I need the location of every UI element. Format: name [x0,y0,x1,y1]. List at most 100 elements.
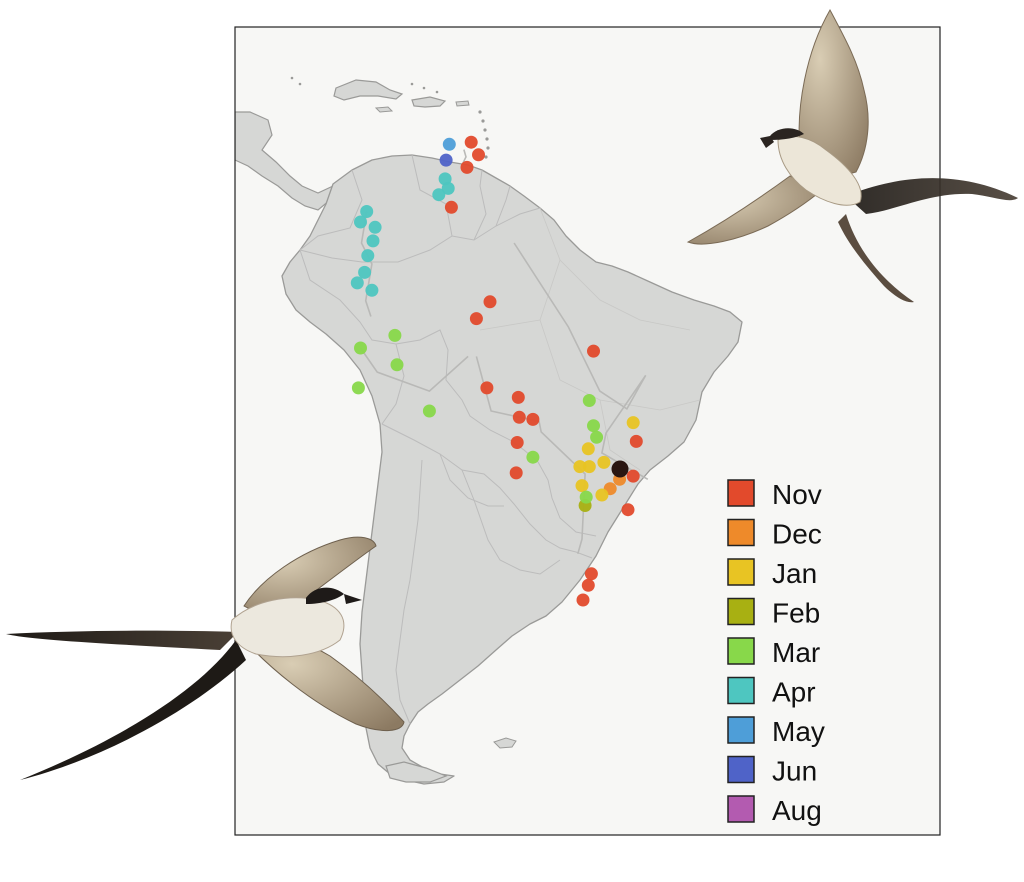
location-point-apr [361,249,375,263]
legend-label-nov: Nov [772,479,822,510]
legend-label-feb: Feb [772,598,820,629]
location-point-apr [354,215,367,229]
legend-label-may: May [772,716,825,747]
location-point-jan [595,488,609,502]
map-frame [234,26,941,836]
location-point-jan [573,460,587,474]
location-point-jan [597,455,611,469]
legend-swatch-aug [727,795,755,823]
location-point-mar [354,341,367,355]
breeding-site-marker [611,460,629,478]
location-point-nov [511,390,525,404]
location-point-apr [350,276,364,290]
legend-swatch-dec [727,518,755,547]
location-point-nov [444,200,458,214]
legend-label-apr: Apr [772,677,816,708]
location-point-nov [464,135,478,149]
legend-label-aug: Aug [772,795,822,826]
location-point-mar [388,328,402,342]
location-point-jan [582,460,596,474]
track-line [462,149,467,164]
location-point-mar [422,404,436,418]
legend-swatch-jan [727,558,755,586]
legend: Nov Dec Jan Feb Mar Apr May Jun Aug [727,479,825,826]
bird-bottom-tail [6,630,238,650]
legend-swatch-mar [727,637,755,665]
legend-label-jun: Jun [772,756,817,787]
falkland-islands [493,737,517,749]
flycatcher-illustration-bottom [6,536,405,780]
bird-bottom-head-cap [306,587,344,604]
bird-top-body [777,135,862,206]
location-point-apr [358,265,372,279]
location-point-nov [472,148,485,162]
location-point-jan [626,416,640,430]
lesser-antilles [290,76,490,159]
location-point-nov [510,436,524,449]
location-point-mar [587,419,600,433]
location-point-nov [581,578,595,592]
location-point-mar [590,430,604,444]
location-point-nov [460,160,474,174]
legend-swatch-jun [727,755,755,784]
bird-top-beak [760,136,774,148]
migration-tracks [359,149,649,555]
location-point-apr [441,181,455,195]
bird-bottom-tail-streamer [20,640,246,780]
legend-swatch-may [727,716,755,744]
bird-top-tail [846,178,1018,214]
tierra-del-fuego [385,761,448,783]
flycatcher-illustration-top [686,8,1018,303]
location-point-nov [587,344,600,358]
bird-bottom-body [230,597,345,658]
bird-top-lower-wing [686,175,823,245]
location-point-jun [439,153,453,167]
location-point-nov [480,381,494,395]
location-point-may [442,137,456,151]
location-point-nov [626,469,640,483]
location-point-nov [469,312,483,326]
legend-swatch-apr [727,676,755,705]
track-line [513,242,649,480]
location-point-jan [581,442,595,456]
hispaniola-island [411,96,447,108]
location-point-nov [526,412,540,426]
track-line [360,211,373,317]
legend-swatch-feb [727,597,755,626]
location-point-mar [582,394,596,407]
legend-label-jan: Jan [772,558,817,589]
location-point-nov [483,295,497,309]
location-point-apr [360,205,374,218]
legend-swatch-nov [727,479,755,507]
location-point-mar [579,490,593,504]
location-point-nov [576,593,590,607]
location-point-nov [621,503,635,517]
legend-label-mar: Mar [772,637,820,668]
location-point-apr [365,283,379,297]
location-point-apr [368,220,382,234]
location-point-nov [509,466,523,480]
puerto-rico-island [455,100,470,107]
location-point-nov [584,567,598,581]
cuba-island [333,79,404,101]
legend-label-dec: Dec [772,519,822,550]
state-borders [479,207,701,471]
migration-points [350,135,643,607]
location-point-mar [351,381,365,395]
track-line [359,347,469,393]
location-point-mar [526,450,540,464]
track-line [475,356,586,555]
location-point-jan [575,479,589,493]
location-point-nov [512,410,526,424]
jamaica-island [374,106,394,113]
basemap [235,76,743,785]
location-point-apr [366,234,380,248]
location-point-mar [390,358,404,372]
location-point-apr [432,188,446,202]
bird-bottom-beak [344,594,362,604]
bird-top-head-cap [770,128,804,140]
location-point-nov [629,434,643,448]
bird-top-tail-streamer [838,214,914,303]
country-borders [299,154,597,725]
